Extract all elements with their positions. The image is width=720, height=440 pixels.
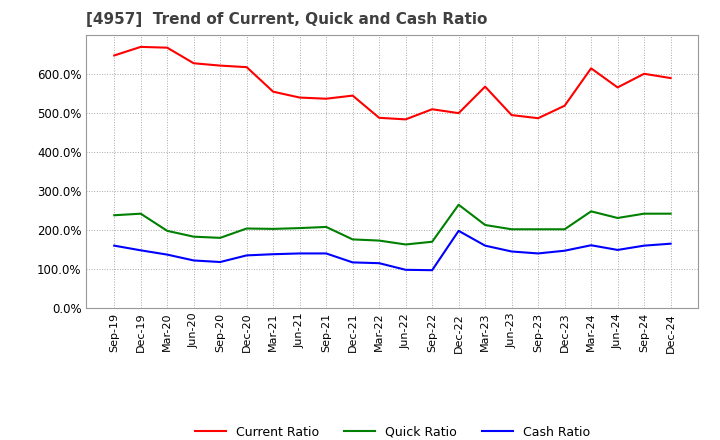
Line: Quick Ratio: Quick Ratio [114,205,670,245]
Quick Ratio [587,209,595,214]
Line: Cash Ratio: Cash Ratio [114,231,670,270]
Cash Ratio [216,259,225,264]
Line: Current Ratio: Current Ratio [114,47,670,119]
Cash Ratio [666,241,675,246]
Current Ratio [560,103,569,108]
Cash Ratio [640,243,649,248]
Cash Ratio [269,252,277,257]
Current Ratio [587,66,595,71]
Current Ratio [163,45,171,50]
Cash Ratio [587,242,595,248]
Current Ratio [640,71,649,77]
Quick Ratio [640,211,649,216]
Quick Ratio [613,215,622,220]
Current Ratio [534,116,542,121]
Current Ratio [243,65,251,70]
Current Ratio [454,110,463,116]
Quick Ratio [295,225,304,231]
Quick Ratio [401,242,410,247]
Current Ratio [216,63,225,68]
Current Ratio [269,89,277,94]
Cash Ratio [560,248,569,253]
Cash Ratio [163,252,171,257]
Quick Ratio [428,239,436,244]
Cash Ratio [136,248,145,253]
Current Ratio [136,44,145,50]
Quick Ratio [666,211,675,216]
Quick Ratio [508,227,516,232]
Quick Ratio [110,213,119,218]
Quick Ratio [243,226,251,231]
Quick Ratio [375,238,384,243]
Current Ratio [401,117,410,122]
Cash Ratio [481,243,490,248]
Current Ratio [322,96,330,101]
Current Ratio [295,95,304,100]
Current Ratio [613,85,622,90]
Cash Ratio [534,251,542,256]
Current Ratio [481,84,490,89]
Quick Ratio [454,202,463,207]
Current Ratio [375,115,384,121]
Cash Ratio [428,268,436,273]
Cash Ratio [322,251,330,256]
Current Ratio [110,53,119,58]
Current Ratio [348,93,357,98]
Text: [4957]  Trend of Current, Quick and Cash Ratio: [4957] Trend of Current, Quick and Cash … [86,12,487,27]
Quick Ratio [481,222,490,227]
Quick Ratio [560,227,569,232]
Current Ratio [189,61,198,66]
Quick Ratio [163,228,171,234]
Quick Ratio [189,234,198,239]
Cash Ratio [508,249,516,254]
Cash Ratio [348,260,357,265]
Cash Ratio [613,247,622,253]
Quick Ratio [269,226,277,231]
Cash Ratio [110,243,119,248]
Cash Ratio [243,253,251,258]
Legend: Current Ratio, Quick Ratio, Cash Ratio: Current Ratio, Quick Ratio, Cash Ratio [189,421,595,440]
Cash Ratio [401,267,410,272]
Quick Ratio [322,224,330,230]
Quick Ratio [534,227,542,232]
Current Ratio [508,113,516,118]
Quick Ratio [136,211,145,216]
Cash Ratio [295,251,304,256]
Cash Ratio [454,228,463,234]
Quick Ratio [348,237,357,242]
Cash Ratio [189,258,198,263]
Current Ratio [428,106,436,112]
Current Ratio [666,75,675,81]
Cash Ratio [375,260,384,266]
Quick Ratio [216,235,225,241]
